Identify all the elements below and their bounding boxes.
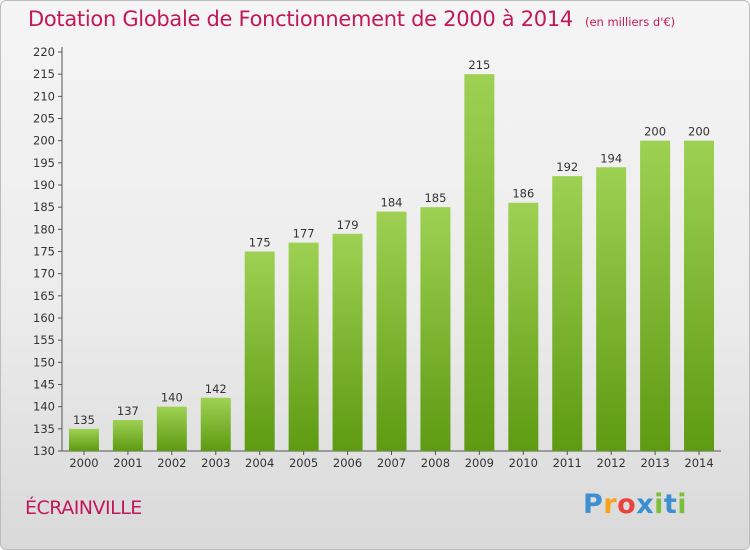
bar-2003 — [200, 397, 231, 451]
x-tick-label-2013: 2013 — [640, 456, 669, 470]
bar-2007 — [376, 211, 407, 451]
x-tick-label-2004: 2004 — [245, 456, 274, 470]
value-label-2004: 175 — [249, 236, 271, 250]
bar-2012 — [596, 167, 627, 451]
proxiti-logo[interactable]: Proxiti — [583, 489, 687, 520]
bar-2004 — [244, 251, 275, 451]
y-tick-label: 160 — [33, 311, 55, 325]
x-tick-label-2009: 2009 — [465, 456, 494, 470]
logo-letter: i — [677, 489, 688, 520]
bar-2014 — [684, 140, 715, 451]
bar-2009 — [464, 74, 495, 452]
bar-2013 — [640, 140, 671, 451]
logo-letter: o — [617, 489, 637, 520]
y-tick-label: 165 — [33, 289, 55, 303]
y-tick-label: 140 — [33, 400, 55, 414]
y-tick-label: 205 — [33, 112, 55, 126]
x-tick-label-2011: 2011 — [553, 456, 582, 470]
value-label-2011: 192 — [556, 160, 578, 174]
value-label-2007: 184 — [381, 196, 403, 210]
bar-2001 — [112, 419, 143, 451]
bar-2002 — [156, 406, 187, 451]
x-tick-label-2008: 2008 — [421, 456, 450, 470]
value-label-2002: 140 — [161, 391, 183, 405]
y-tick-label: 130 — [33, 444, 55, 458]
value-label-2000: 135 — [73, 413, 95, 427]
chart-title: Dotation Globale de Fonctionnement de 20… — [28, 7, 675, 31]
value-label-2005: 177 — [293, 227, 315, 241]
value-label-2009: 215 — [468, 58, 490, 72]
value-label-2010: 186 — [512, 187, 534, 201]
x-tick-label-2007: 2007 — [377, 456, 406, 470]
value-label-2013: 200 — [644, 125, 666, 139]
y-tick-label: 135 — [33, 422, 55, 436]
chart-title-text: Dotation Globale de Fonctionnement de 20… — [28, 7, 573, 31]
x-tick-label-2012: 2012 — [597, 456, 626, 470]
bar-2006 — [332, 233, 363, 451]
y-tick-label: 190 — [33, 178, 55, 192]
value-label-2008: 185 — [424, 191, 446, 205]
y-tick-label: 215 — [33, 67, 55, 81]
x-tick-label-2003: 2003 — [201, 456, 230, 470]
chart-subtitle: (en milliers d'€) — [584, 15, 676, 29]
y-tick-label: 170 — [33, 267, 55, 281]
y-tick-label: 155 — [33, 333, 55, 347]
logo-letter: i — [654, 489, 664, 520]
logo-letter: x — [636, 489, 655, 520]
logo-letter: P — [583, 489, 604, 520]
commune-name: ÉCRAINVILLE — [25, 497, 142, 519]
y-tick-label: 200 — [33, 134, 55, 148]
y-axis: 130 135 140 145 150 155 160 165 170 175 180 185 190 1… — [33, 45, 63, 458]
x-tick-label-2001: 2001 — [113, 456, 142, 470]
value-labels: 135 137 140 142 175 177 179 184 185 215 186 192 194 2… — [73, 58, 710, 427]
y-tick-label: 180 — [33, 222, 55, 236]
bar-2010 — [508, 202, 539, 451]
x-axis: 2000 2001 2002 2003 2004 2005 2006 2007 2008 2009… — [62, 450, 721, 470]
y-tick-label: 210 — [33, 89, 55, 103]
y-tick-label: 220 — [33, 45, 55, 59]
bars — [68, 74, 715, 452]
y-tick-label: 185 — [33, 200, 55, 214]
bar-2008 — [420, 207, 451, 451]
logo-letter: t — [663, 489, 678, 520]
y-tick-label: 145 — [33, 378, 55, 392]
x-tick-label-2002: 2002 — [157, 456, 186, 470]
bar-2000 — [68, 428, 99, 451]
value-label-2012: 194 — [600, 151, 622, 165]
x-tick-label-2005: 2005 — [289, 456, 318, 470]
x-tick-label-2010: 2010 — [509, 456, 538, 470]
value-label-2006: 179 — [337, 218, 359, 232]
value-label-2001: 137 — [117, 404, 139, 418]
x-tick-label-2014: 2014 — [684, 456, 713, 470]
x-tick-label-2006: 2006 — [333, 456, 362, 470]
value-label-2014: 200 — [688, 125, 710, 139]
logo-letter: r — [603, 489, 618, 520]
y-tick-label: 175 — [33, 245, 55, 259]
value-label-2003: 142 — [205, 382, 227, 396]
y-tick-label: 150 — [33, 355, 55, 369]
bar-2011 — [552, 176, 583, 451]
x-tick-label-2000: 2000 — [69, 456, 98, 470]
bar-2005 — [288, 242, 319, 451]
y-tick-label: 195 — [33, 156, 55, 170]
